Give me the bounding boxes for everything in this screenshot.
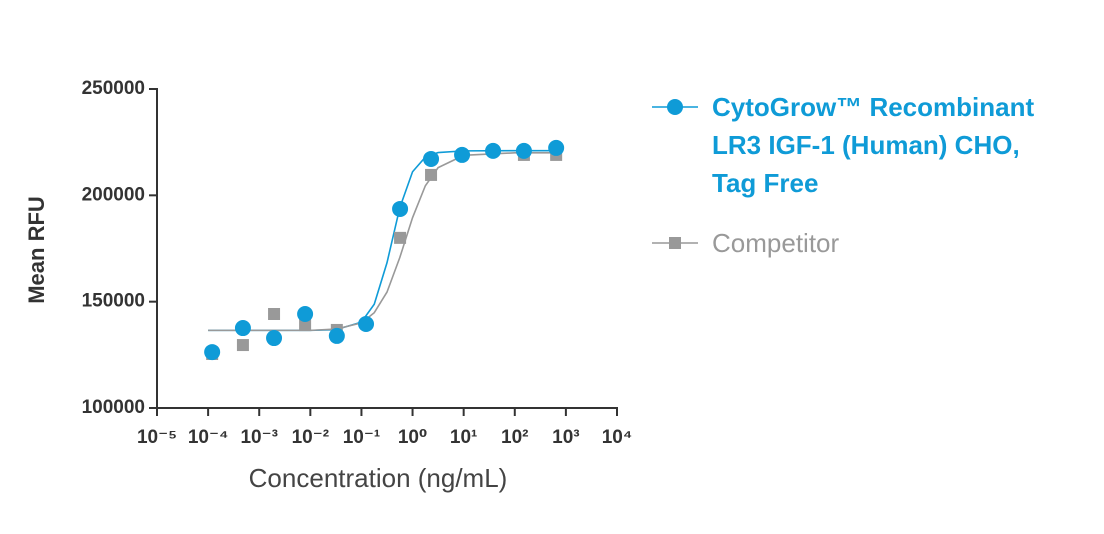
data-point <box>515 142 532 159</box>
data-point <box>204 344 221 361</box>
x-tick-label: 10⁻¹ <box>343 427 381 448</box>
y-tick-label: 150000 <box>82 291 145 312</box>
data-point <box>425 168 438 181</box>
x-axis-title: Concentration (ng/mL) <box>249 463 508 493</box>
data-point <box>358 315 375 332</box>
x-tick-label: 10¹ <box>450 427 477 448</box>
x-tick-label: 10⁻⁵ <box>137 427 177 448</box>
fit-curve <box>208 152 556 332</box>
data-point <box>236 339 249 352</box>
x-tick-label: 10² <box>501 427 528 448</box>
data-point <box>423 150 440 167</box>
y-tick-label: 250000 <box>82 78 145 99</box>
x-tick-label: 10⁻⁴ <box>188 427 229 448</box>
data-point <box>266 330 283 347</box>
legend-marker <box>667 99 683 115</box>
legend-label: CytoGrow™ Recombinant LR3 IGF-1 (Human) … <box>712 92 1035 198</box>
data-point <box>392 200 409 217</box>
legend-marker <box>669 237 681 249</box>
data-point <box>394 231 407 244</box>
legend-entry: CytoGrow™ Recombinant LR3 IGF-1 (Human) … <box>650 88 1090 202</box>
legend: CytoGrow™ Recombinant LR3 IGF-1 (Human) … <box>650 88 1090 284</box>
legend-label: Competitor <box>712 228 840 258</box>
data-point <box>268 308 281 321</box>
y-tick-label: 100000 <box>82 397 145 418</box>
data-point <box>548 139 565 156</box>
data-point <box>299 319 312 332</box>
data-point <box>485 142 502 159</box>
fit-curve <box>208 149 556 332</box>
y-axis-title: Mean RFU <box>24 196 49 304</box>
legend-icon <box>652 237 698 249</box>
x-tick-label: 10⁻³ <box>240 427 278 448</box>
x-tick-label: 10⁰ <box>398 427 427 448</box>
data-point <box>328 327 345 344</box>
x-tick-label: 10³ <box>552 427 579 448</box>
x-tick-label: 10⁴ <box>602 427 633 448</box>
y-tick-label: 200000 <box>82 184 145 205</box>
data-point <box>297 306 314 323</box>
legend-icon <box>652 99 698 115</box>
data-point <box>234 320 251 337</box>
data-point <box>454 146 471 163</box>
x-tick-label: 10⁻² <box>292 427 330 448</box>
legend-entry: Competitor <box>650 224 1090 262</box>
